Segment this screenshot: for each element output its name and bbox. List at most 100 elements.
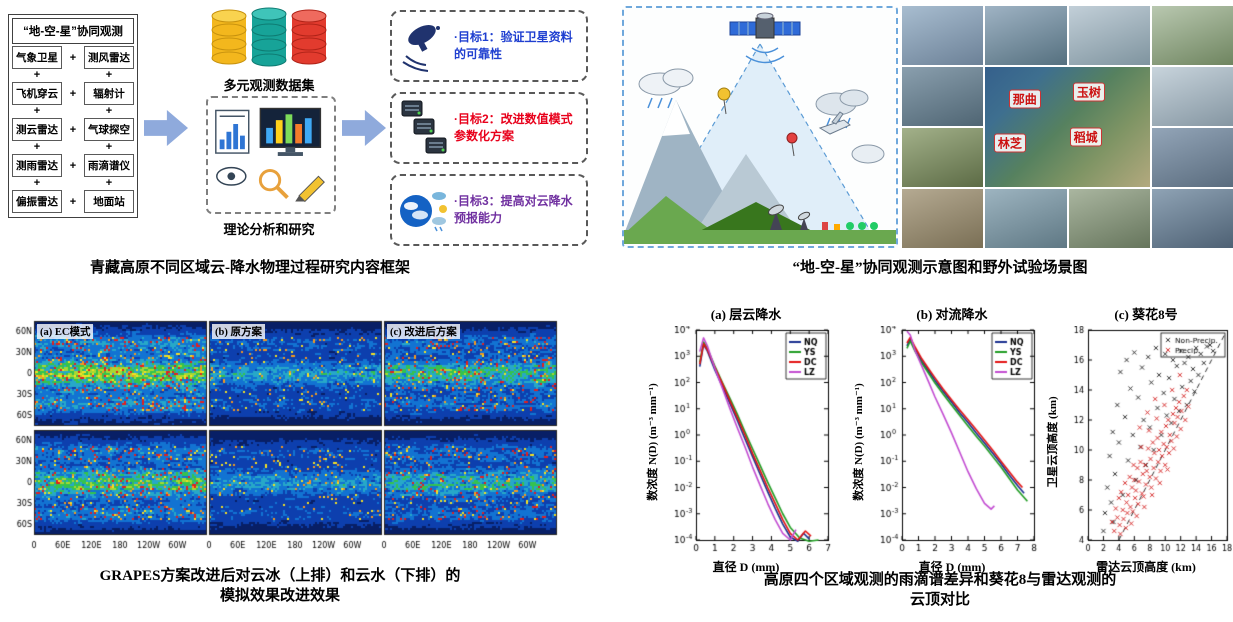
observation-row: 测雨雷达 + 雨滴谱仪 [12,154,134,177]
field-photo [985,189,1067,248]
plus-sign: + [33,141,41,153]
plus-sign: + [69,123,77,136]
instrument-box: 测雨雷达 [12,154,62,177]
cloud-top-scatter-chart [1060,326,1232,558]
map-panel-title: (c) 改进后方案 [387,324,460,339]
chart-b-title: (b) 对流降水 [916,307,988,322]
field-photo [902,6,984,65]
observation-row: 测云雷达 + 气球探空 [12,118,134,141]
instrument-box: 气象卫星 [12,46,62,69]
plus-sign: + [105,141,113,153]
observation-row: 气象卫星 + 测风雷达 [12,46,134,69]
ground-air-satellite-schematic [622,6,898,248]
plus-sign: + [105,69,113,81]
field-photo [902,67,984,126]
rain-cloud-icon [815,89,869,129]
balloon-icon [786,132,798,157]
plus-sign: + [69,87,77,100]
radar-icon [768,204,784,230]
field-photo [1151,6,1233,65]
database-icon [208,6,330,77]
plateau-map: 那曲 玉树 林芝 稻城 [985,67,1150,187]
radar-icon [797,211,811,230]
chart-c-ylabel: 卫星云顶高度 (km) [1047,396,1059,488]
observation-box-title: “地-空-星”协同观测 [12,18,134,44]
chart-c-title: (c) 葵花8号 [1114,307,1178,322]
observation-row: 飞机穿云 + 辐射计 [12,82,134,105]
observation-systems-box: “地-空-星”协同观测 气象卫星 + 测风雷达 + + 飞机穿云 + 辐射计 + + 测云雷达 + 气球… [8,14,138,218]
instrument-box: 地面站 [84,190,134,213]
instrument-box: 辐射计 [84,82,134,105]
field-photo [1068,189,1150,248]
airplane-icon [818,111,851,135]
chart-b-ylabel: 数浓度 N(D) (m⁻³ mm⁻¹) [853,383,865,501]
instrument-box: 气球探空 [84,118,134,141]
instrument-box: 雨滴谱仪 [84,154,134,177]
analysis-label: 理论分析和研究 [223,222,315,237]
field-photo [1068,6,1150,65]
site-label: 玉树 [1072,82,1105,102]
plus-sign: + [69,51,77,64]
model-maps-canvas [8,318,560,558]
observation-row: 偏振雷达 + 地面站 [12,190,134,213]
field-photo-grid: 那曲 玉树 林芝 稻城 [902,6,1233,248]
chart-c-xlabel: 雷达云顶高度 (km) [1096,560,1196,574]
field-photo [1151,128,1233,187]
maps-caption-line2: 模拟效果改进效果 [219,588,340,604]
spacer [67,106,80,117]
analysis-icons-box [206,96,336,214]
site-label: 那曲 [1008,89,1041,109]
plus-sign: + [69,159,77,172]
flowchart-caption: 青藏高原不同区域云-降水物理过程研究内容框架 [90,260,410,276]
dsd-stratiform-chart [660,326,832,558]
flow-arrow-icon [144,110,188,146]
field-photo [1151,189,1233,248]
goal-label: ·目标2：改进数值模式参数化方案 [454,112,573,143]
goals-list: ·目标1：验证卫星资料的可靠性 ·目标2：改进数值模式参数化方案 ·目标3：提高对云… [390,10,588,256]
instrument-box: 偏振雷达 [12,190,62,213]
dsd-convective-chart [866,326,1038,558]
goal-box-3: ·目标3：提高对云降水预报能力 [390,174,588,246]
site-label: 稻城 [1069,127,1102,147]
goal-label: ·目标1：验证卫星资料的可靠性 [454,30,573,61]
maps-caption-line1: GRAPES方案改进后对云冰（上排）和云水（下排）的 [99,568,461,584]
plus-sign: + [33,105,41,117]
satellite-icon [729,12,801,39]
charts-caption-line2: 云顶对比 [909,592,970,608]
goal-box-1: ·目标1：验证卫星资料的可靠性 [390,10,588,82]
signal-arc-icon [751,47,779,54]
chart-a-title: (a) 层云降水 [710,307,782,322]
flow-arrow-icon [342,110,386,146]
map-panel-title: (a) EC模式 [37,324,94,339]
chart-a-ylabel: 数浓度 N(D) (m⁻³ mm⁻¹) [647,383,659,501]
weather-forecast-icon [398,184,450,236]
hills-icon [624,196,818,234]
plus-row: + + [12,70,134,81]
dataset-label: 多元观测数据集 [223,78,315,93]
plus-row: + + [12,178,134,189]
field-photo [1151,67,1233,126]
chart-a-xlabel: 直径 D (mm) [712,560,780,574]
plus-sign: + [69,195,77,208]
instrument-box: 测风雷达 [84,46,134,69]
plus-row: + + [12,142,134,153]
cloud-icon [851,144,885,164]
balloon-icon [717,87,731,115]
chart-b-xlabel: 直径 D (mm) [918,560,986,574]
map-panel-title: (b) 原方案 [212,324,265,339]
instrument-icons [822,222,878,230]
spacer [67,70,80,81]
goal-label: ·目标3：提高对云降水预报能力 [454,194,573,225]
instrument-box: 测云雷达 [12,118,62,141]
instrument-box: 飞机穿云 [12,82,62,105]
rain-cloud-icon [638,68,694,109]
spacer [67,142,80,153]
ground [624,230,896,244]
satellite-icon [398,20,450,72]
plus-sign: + [105,105,113,117]
signal-arc-icon [745,55,785,64]
plus-row: + + [12,106,134,117]
plus-sign: + [33,69,41,81]
field-photo [902,189,984,248]
